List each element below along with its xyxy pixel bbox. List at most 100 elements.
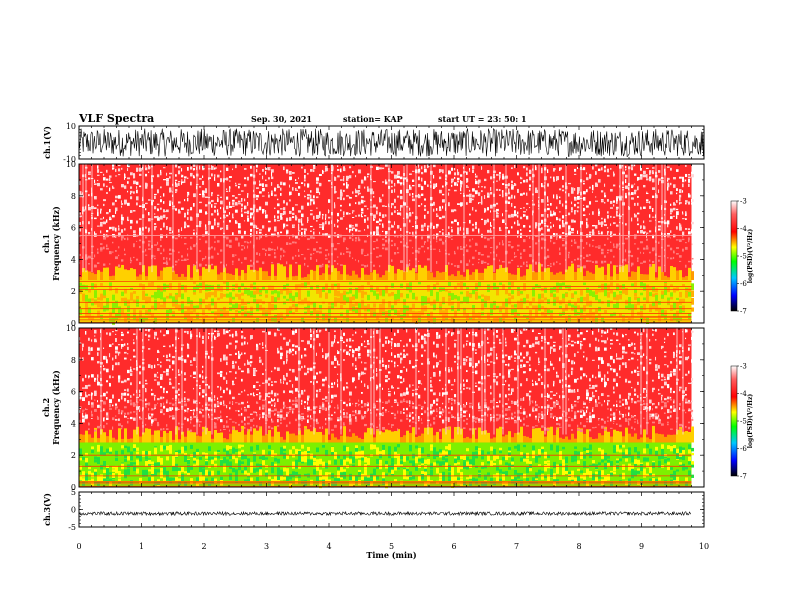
speckle-cell [103, 246, 105, 250]
speckle-cell [169, 353, 171, 357]
speckle-cell [340, 189, 343, 192]
low-band-cell [166, 470, 169, 476]
speckle-cell [178, 383, 180, 385]
speckle-cell [649, 205, 652, 209]
speckle-cell [508, 191, 510, 195]
speckle-cell [262, 168, 264, 172]
speckle-cell [175, 191, 177, 194]
speckle-cell [250, 426, 253, 429]
speckle-cell [613, 255, 615, 258]
speckle-cell [235, 330, 238, 335]
transition-cell [652, 263, 655, 281]
speckle-cell [274, 402, 277, 406]
speckle-cell [238, 225, 241, 229]
speckle-cell [172, 356, 175, 359]
speckle-cell [373, 247, 376, 250]
speckle-cell [115, 403, 118, 406]
speckle-cell [139, 381, 141, 385]
low-band-cell [184, 452, 187, 456]
speckle-cell [166, 424, 168, 427]
low-band-cell [319, 289, 322, 295]
speckle-cell [322, 263, 324, 265]
low-band-cell [184, 471, 187, 474]
speckle-cell [178, 398, 180, 401]
low-band-cell [166, 476, 169, 481]
speckle-cell [112, 364, 114, 368]
speckle-cell [625, 237, 628, 240]
speckle-cell [244, 336, 246, 340]
low-band-cell [139, 477, 142, 484]
transition-cell [253, 428, 256, 443]
speckle-cell [469, 219, 471, 224]
speckle-cell [97, 404, 100, 408]
low-band-cell [160, 472, 163, 479]
speckle-cell [184, 215, 186, 218]
low-band-cell [589, 313, 592, 319]
low-band-cell [241, 470, 244, 474]
speckle-cell [136, 258, 139, 261]
low-band-cell [505, 313, 508, 319]
transition-cell [466, 269, 469, 281]
low-band-cell [289, 295, 292, 301]
low-band-cell [505, 301, 508, 307]
speckle-cell [592, 229, 595, 233]
speckle-cell [91, 418, 93, 420]
low-band-cell [280, 474, 283, 479]
speckle-cell [595, 246, 598, 248]
speckle-cell [106, 212, 109, 215]
low-band-cell [454, 285, 457, 290]
transition-cell [343, 264, 346, 281]
low-band-cell [79, 457, 82, 461]
speckle-cell [103, 203, 105, 206]
speckle-cell [328, 216, 331, 219]
low-band-cell [439, 309, 442, 315]
speckle-cell [397, 171, 400, 175]
speckle-cell [274, 413, 277, 415]
speckle-cell [214, 399, 216, 401]
speckle-cell [688, 193, 690, 196]
speckle-cell [397, 212, 400, 215]
low-band-cell [109, 478, 112, 482]
speckle-cell [97, 165, 99, 169]
low-band-cell [553, 293, 556, 299]
speckle-cell [535, 165, 537, 168]
speckle-cell [232, 232, 234, 236]
speckle-cell [529, 169, 532, 173]
speckle-cell [184, 416, 187, 420]
speckle-cell [427, 234, 430, 239]
speckle-cell [427, 165, 430, 168]
speckle-cell [247, 368, 250, 370]
low-band-cell [244, 455, 247, 460]
speckle-cell [235, 410, 238, 412]
speckle-cell [178, 182, 180, 186]
speckle-cell [364, 215, 367, 217]
speckle-cell [271, 399, 274, 402]
low-band-cell [142, 469, 145, 476]
low-band-cell [190, 444, 193, 449]
speckle-cell [154, 404, 157, 406]
low-band-cell [169, 293, 172, 296]
speckle-cell [688, 183, 690, 187]
speckle-cell [178, 356, 181, 361]
transition-cell [502, 267, 505, 281]
speckle-cell [88, 352, 91, 355]
low-band-cell [208, 471, 211, 476]
speckle-cell [514, 252, 516, 255]
speckle-cell [238, 423, 240, 426]
low-band-cell [262, 460, 265, 466]
low-band-cell [232, 284, 235, 288]
speckle-cell [643, 170, 646, 175]
low-band-cell [292, 303, 295, 308]
low-band-cell [298, 288, 301, 295]
speckle-cell [250, 259, 252, 262]
speckle-cell [598, 208, 600, 212]
low-band-cell [193, 454, 196, 458]
speckle-cell [520, 177, 523, 180]
speckle-cell [556, 176, 559, 181]
low-band-cell [373, 290, 376, 296]
speckle-cell [382, 214, 385, 218]
speckle-cell [517, 244, 520, 247]
speckle-cell [241, 245, 244, 247]
low-band-cell [127, 446, 130, 453]
speckle-cell [397, 251, 400, 254]
